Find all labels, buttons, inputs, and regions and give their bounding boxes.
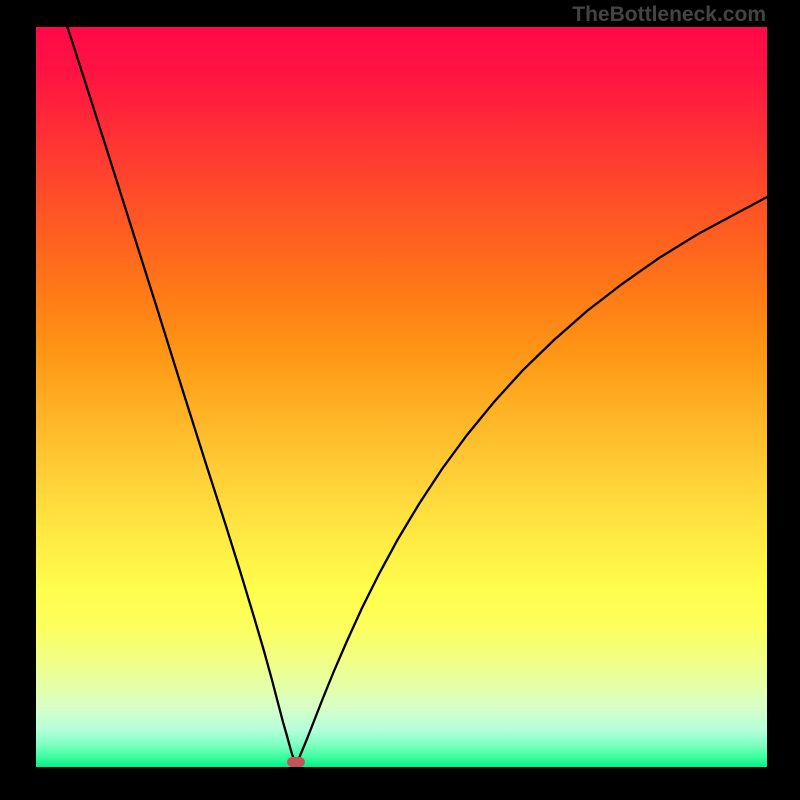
- optimum-marker: [287, 757, 305, 767]
- gradient-background: [36, 27, 767, 767]
- plot-area: [36, 27, 767, 767]
- watermark-text: TheBottleneck.com: [572, 3, 766, 27]
- chart-container: TheBottleneck.com: [0, 0, 800, 800]
